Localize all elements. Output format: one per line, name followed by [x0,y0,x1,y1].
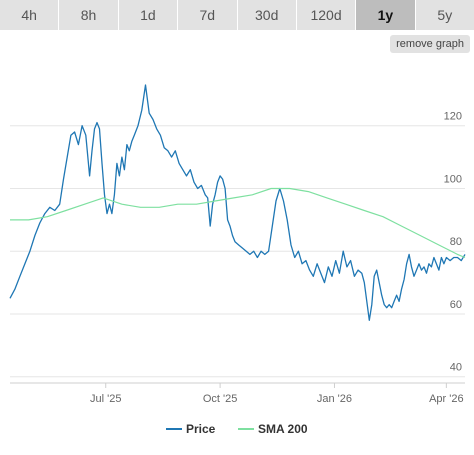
y-tick-label: 100 [444,173,462,185]
tab-1y[interactable]: 1y [356,0,416,30]
price-line [9,84,466,321]
x-tick-label: Jul '25 [90,393,121,405]
series-lines [9,84,466,321]
sma-200-line [10,187,466,259]
tab-1d[interactable]: 1d [118,0,179,30]
price-chart: Jul '25 Oct '25 Jan '26 Apr '26 40 60 80 100 12… [9,84,466,436]
remove-graph-button[interactable]: remove graph [390,35,470,53]
tab-30d[interactable]: 30d [237,0,297,30]
x-axis: Jul '25 Oct '25 Jan '26 Apr '26 [10,382,465,405]
y-axis: 40 60 80 100 120 [444,111,462,374]
tab-120d[interactable]: 120d [296,0,357,30]
x-tick-label: Jan '26 [317,393,352,405]
grid-lines [10,125,465,378]
legend-label-sma-200[interactable]: SMA 200 [258,422,308,436]
tab-5y[interactable]: 5y [415,0,474,30]
y-tick-label: 80 [450,236,462,248]
y-tick-label: 60 [450,299,462,311]
y-tick-label: 40 [450,362,462,374]
legend-label-price[interactable]: Price [186,422,216,436]
x-tick-label: Apr '26 [429,393,464,405]
tab-7d[interactable]: 7d [178,0,238,30]
tab-8h[interactable]: 8h [59,0,119,30]
timeframe-tabbar: 4h 8h 1d 7d 30d 120d 1y 5y [0,0,474,30]
tab-4h[interactable]: 4h [0,0,60,30]
legend[interactable]: Price SMA 200 [166,422,308,436]
y-tick-label: 120 [444,111,462,123]
x-tick-label: Oct '25 [203,393,238,405]
